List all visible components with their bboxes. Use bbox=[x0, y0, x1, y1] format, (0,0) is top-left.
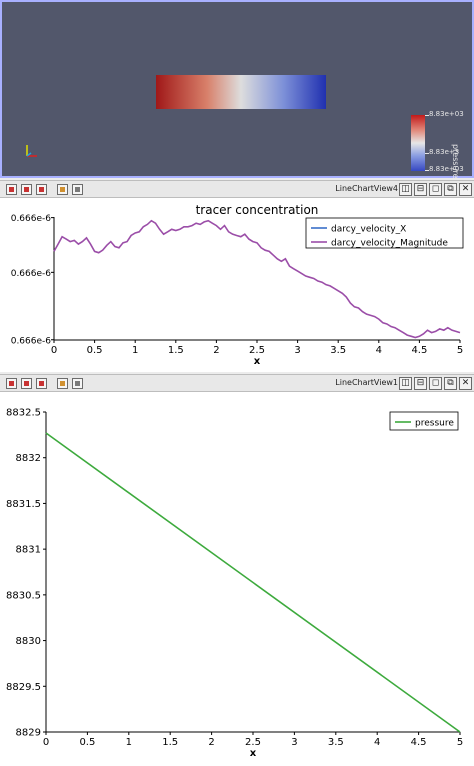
colorbar-title: pressure bbox=[451, 144, 460, 179]
y-tick-label: 0.666e-6 bbox=[11, 336, 52, 346]
y-tick-label: 8831 bbox=[16, 545, 41, 556]
legend-box bbox=[389, 411, 459, 431]
legend-entry: darcy_velocity_Magnitude bbox=[331, 239, 448, 249]
x-tick-label: 1 bbox=[132, 345, 138, 356]
x-tick-label: 4 bbox=[374, 737, 380, 748]
y-tick-label: 8832.5 bbox=[6, 408, 41, 419]
split-vertical-button[interactable]: ⊟ bbox=[414, 377, 427, 390]
pressure-chart: 0 0.5 1 1.5 2 2.5 3 3.5 4 4.5 5 8829 8829.5 8830 8830.… bbox=[6, 408, 463, 760]
camera-y-icon[interactable] bbox=[36, 378, 47, 389]
render-view-3d[interactable]: 8.83e+03 8.83e+3 8.83e+03 pressure bbox=[0, 0, 474, 179]
legend-entry: darcy_velocity_X bbox=[331, 225, 406, 235]
legend-entry: pressure bbox=[415, 419, 454, 429]
x-tick-label: 5 bbox=[457, 345, 463, 356]
x-tick-label: 1 bbox=[126, 737, 132, 748]
x-tick-label: 3.5 bbox=[330, 345, 346, 356]
chart-view-toolbar: LineChartView4 ◫ ⊟ ◻ ⧉ ✕ bbox=[0, 180, 474, 198]
camera-reset-icon[interactable] bbox=[6, 184, 17, 195]
x-tick-label: 3 bbox=[291, 737, 297, 748]
colorbar-label-min: 8.83e+03 bbox=[429, 165, 464, 173]
chart-legend: darcy_velocity_X darcy_velocity_Magnitude bbox=[305, 217, 464, 249]
legend-box bbox=[305, 217, 464, 249]
y-tick-label: 0.666e-6 bbox=[11, 214, 52, 224]
orientation-axes-icon bbox=[26, 145, 37, 157]
x-tick-label: 0.5 bbox=[79, 737, 95, 748]
zoom-box-icon[interactable] bbox=[72, 378, 83, 389]
x-tick-label: 2 bbox=[208, 737, 214, 748]
select-points-icon[interactable] bbox=[57, 378, 68, 389]
maximize-button[interactable]: ◻ bbox=[429, 183, 442, 196]
colorbar-label-max: 8.83e+03 bbox=[429, 110, 464, 118]
split-horizontal-button[interactable]: ◫ bbox=[399, 377, 412, 390]
series-line bbox=[53, 219, 461, 339]
y-tick-label: 8830 bbox=[16, 636, 41, 647]
y-tick-label: 8831.5 bbox=[6, 499, 41, 510]
close-button[interactable]: ✕ bbox=[459, 377, 472, 390]
chart-legend: pressure bbox=[389, 411, 459, 431]
y-tick-label: 8829.5 bbox=[6, 682, 41, 693]
camera-y-icon[interactable] bbox=[36, 184, 47, 195]
y-tick-label: 8830.5 bbox=[6, 590, 41, 601]
x-tick-label: 2.5 bbox=[249, 345, 265, 356]
x-axis-label: x bbox=[254, 356, 261, 367]
camera-x-icon[interactable] bbox=[21, 184, 32, 195]
zoom-box-icon[interactable] bbox=[72, 184, 83, 195]
x-tick-label: 4 bbox=[376, 345, 382, 356]
x-tick-label: 4.5 bbox=[411, 737, 427, 748]
view-title: LineChartView1 bbox=[335, 378, 398, 387]
chart-title: tracer concentration bbox=[196, 203, 319, 217]
x-tick-label: 1.5 bbox=[162, 737, 178, 748]
pressure-color-legend bbox=[411, 115, 425, 171]
x-tick-label: 1.5 bbox=[168, 345, 184, 356]
x-tick-label: 0 bbox=[51, 345, 57, 356]
colorbar-tick bbox=[425, 153, 429, 154]
tracer-concentration-chart: 0 0.5 1 1.5 2 2.5 3 3.5 4 4.5 5 0.666e-6 0.666e-6 0.6… bbox=[11, 203, 464, 367]
close-button[interactable]: ✕ bbox=[459, 183, 472, 196]
y-tick-label: 0.666e-6 bbox=[11, 269, 52, 279]
select-points-icon[interactable] bbox=[57, 184, 68, 195]
maximize-button[interactable]: ◻ bbox=[429, 377, 442, 390]
restore-button[interactable]: ⧉ bbox=[444, 377, 457, 390]
y-tick-label: 8832 bbox=[16, 453, 41, 464]
x-tick-label: 0.5 bbox=[87, 345, 103, 356]
x-tick-label: 2.5 bbox=[245, 737, 261, 748]
series-line bbox=[45, 432, 461, 733]
chart-view-toolbar: LineChartView1 ◫ ⊟ ◻ ⧉ ✕ bbox=[0, 374, 474, 392]
colorbar-tick bbox=[425, 115, 429, 116]
x-tick-label: 5 bbox=[457, 737, 463, 748]
line-chart-view-4[interactable]: 0 0.5 1 1.5 2 2.5 3 3.5 4 4.5 5 0.666e-6 0.666e-6 0.6… bbox=[0, 198, 474, 372]
camera-x-icon[interactable] bbox=[21, 378, 32, 389]
x-tick-label: 2 bbox=[213, 345, 219, 356]
x-tick-label: 0 bbox=[43, 737, 49, 748]
x-tick-label: 3 bbox=[294, 345, 300, 356]
x-tick-label: 4.5 bbox=[411, 345, 427, 356]
camera-reset-icon[interactable] bbox=[6, 378, 17, 389]
colorbar-label-mid: 8.83e+3 bbox=[429, 148, 460, 156]
split-vertical-button[interactable]: ⊟ bbox=[414, 183, 427, 196]
x-axis-label: x bbox=[250, 748, 257, 759]
pressure-slab-mesh[interactable] bbox=[156, 75, 326, 109]
y-tick-label: 8829 bbox=[16, 728, 41, 739]
view-title: LineChartView4 bbox=[335, 184, 398, 193]
restore-button[interactable]: ⧉ bbox=[444, 183, 457, 196]
line-chart-view-1[interactable]: 0 0.5 1 1.5 2 2.5 3 3.5 4 4.5 5 8829 8829.5 8830 8830.… bbox=[0, 392, 474, 766]
colorbar-tick bbox=[425, 170, 429, 171]
split-horizontal-button[interactable]: ◫ bbox=[399, 183, 412, 196]
x-tick-label: 3.5 bbox=[328, 737, 344, 748]
